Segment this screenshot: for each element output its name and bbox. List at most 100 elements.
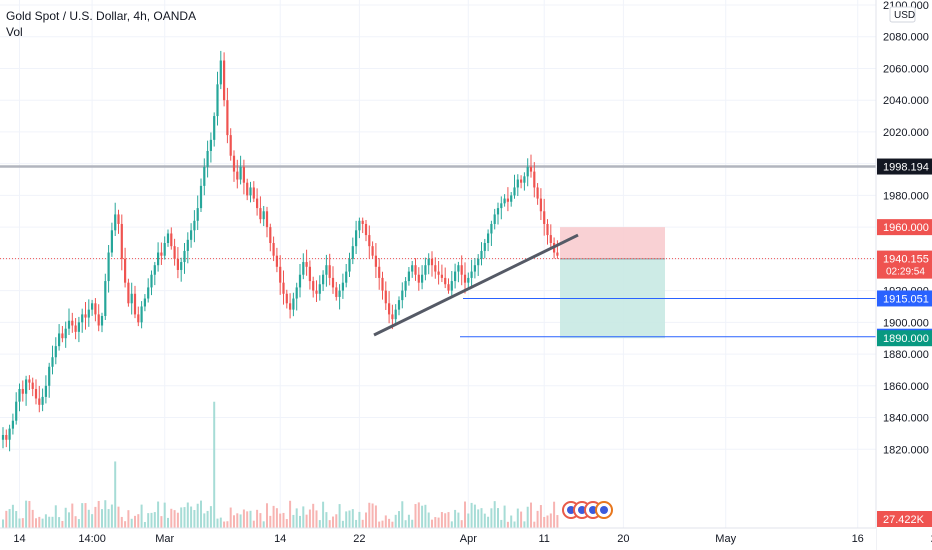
candle-body[interactable] <box>127 282 130 304</box>
candle-body[interactable] <box>58 333 61 347</box>
candle-body[interactable] <box>318 284 321 294</box>
candle-body[interactable] <box>421 274 424 283</box>
candle-body[interactable] <box>493 214 496 224</box>
candle-body[interactable] <box>533 171 536 188</box>
candle-body[interactable] <box>483 243 486 251</box>
candle-body[interactable] <box>539 198 542 212</box>
currency-box[interactable] <box>889 6 916 23</box>
candle-body[interactable] <box>275 255 278 267</box>
candle-body[interactable] <box>150 274 153 288</box>
trend-line[interactable] <box>373 233 579 337</box>
candle-body[interactable] <box>173 246 176 259</box>
candle-body[interactable] <box>223 60 226 101</box>
candle-body[interactable] <box>183 250 186 263</box>
candle-body[interactable] <box>440 274 443 278</box>
candle-body[interactable] <box>523 176 526 183</box>
candle-body[interactable] <box>477 258 480 266</box>
candle-body[interactable] <box>153 265 156 275</box>
candle-body[interactable] <box>163 243 166 256</box>
candle-body[interactable] <box>444 277 447 285</box>
candle-body[interactable] <box>170 233 173 247</box>
candle-body[interactable] <box>536 187 539 199</box>
candle-body[interactable] <box>460 265 463 275</box>
candle-body[interactable] <box>117 214 120 224</box>
candle-body[interactable] <box>401 290 404 301</box>
candle-body[interactable] <box>414 265 417 275</box>
candle-body[interactable] <box>292 298 295 310</box>
candle-body[interactable] <box>84 314 87 318</box>
candle-body[interactable] <box>51 357 54 367</box>
candle-body[interactable] <box>239 166 242 180</box>
candle-body[interactable] <box>424 265 427 275</box>
candle-body[interactable] <box>265 211 269 228</box>
candle-body[interactable] <box>64 328 67 339</box>
candle-body[interactable] <box>364 223 368 236</box>
candle-body[interactable] <box>272 243 275 256</box>
price-label[interactable]: 1960.000 <box>883 222 929 234</box>
candle-body[interactable] <box>289 303 292 310</box>
candle-body[interactable] <box>186 239 189 251</box>
candle-body[interactable] <box>209 139 212 151</box>
candle-body[interactable] <box>190 230 193 240</box>
candle-body[interactable] <box>61 333 64 339</box>
candle-body[interactable] <box>216 84 219 117</box>
candle-body[interactable] <box>11 420 14 429</box>
candle-body[interactable] <box>516 179 519 188</box>
candle-body[interactable] <box>262 211 265 220</box>
candle-body[interactable] <box>351 246 354 259</box>
candle-body[interactable] <box>282 282 285 294</box>
candle-body[interactable] <box>21 388 24 394</box>
candle-body[interactable] <box>5 434 8 440</box>
candle-body[interactable] <box>110 230 113 253</box>
candle-body[interactable] <box>378 266 381 278</box>
candle-body[interactable] <box>100 315 104 326</box>
candle-body[interactable] <box>302 262 305 275</box>
candle-body[interactable] <box>31 382 34 389</box>
candle-body[interactable] <box>199 185 203 209</box>
candle-body[interactable] <box>143 298 146 307</box>
candle-body[interactable] <box>34 388 38 399</box>
candle-body[interactable] <box>454 271 457 282</box>
candle-body[interactable] <box>397 300 401 310</box>
candle-body[interactable] <box>160 252 163 256</box>
candle-body[interactable] <box>520 179 523 183</box>
candle-body[interactable] <box>133 293 137 315</box>
candle-body[interactable] <box>180 262 183 270</box>
candle-body[interactable] <box>48 366 51 386</box>
candle-body[interactable] <box>331 277 335 288</box>
candle-body[interactable] <box>506 198 509 202</box>
candle-body[interactable] <box>394 309 397 320</box>
candle-body[interactable] <box>430 258 434 266</box>
candle-body[interactable] <box>279 266 282 283</box>
candle-body[interactable] <box>232 155 236 172</box>
candle-body[interactable] <box>348 258 351 272</box>
candle-body[interactable] <box>246 182 249 196</box>
candle-body[interactable] <box>236 171 239 180</box>
candle-body[interactable] <box>328 265 331 278</box>
candle-body[interactable] <box>285 293 288 304</box>
candle-body[interactable] <box>546 223 549 236</box>
candle-body[interactable] <box>411 265 414 272</box>
candle-body[interactable] <box>249 187 252 196</box>
candle-body[interactable] <box>219 60 222 85</box>
candle-body[interactable] <box>130 293 133 304</box>
candle-body[interactable] <box>67 320 71 329</box>
candle-body[interactable] <box>543 211 546 224</box>
candle-body[interactable] <box>384 290 387 304</box>
candle-body[interactable] <box>496 208 500 215</box>
price-label[interactable]: 1890.000 <box>883 333 929 345</box>
candle-body[interactable] <box>140 306 143 323</box>
volume-legend[interactable]: Vol <box>6 25 23 39</box>
candle-body[interactable] <box>193 220 196 231</box>
candle-body[interactable] <box>15 401 18 421</box>
current-price-label[interactable]: 1940.155 <box>883 254 929 266</box>
candle-body[interactable] <box>490 223 493 234</box>
candle-body[interactable] <box>226 100 229 136</box>
candle-body[interactable] <box>457 265 460 272</box>
candle-body[interactable] <box>345 271 348 283</box>
candle-body[interactable] <box>269 227 272 243</box>
candle-body[interactable] <box>510 195 513 202</box>
candle-body[interactable] <box>417 274 420 283</box>
